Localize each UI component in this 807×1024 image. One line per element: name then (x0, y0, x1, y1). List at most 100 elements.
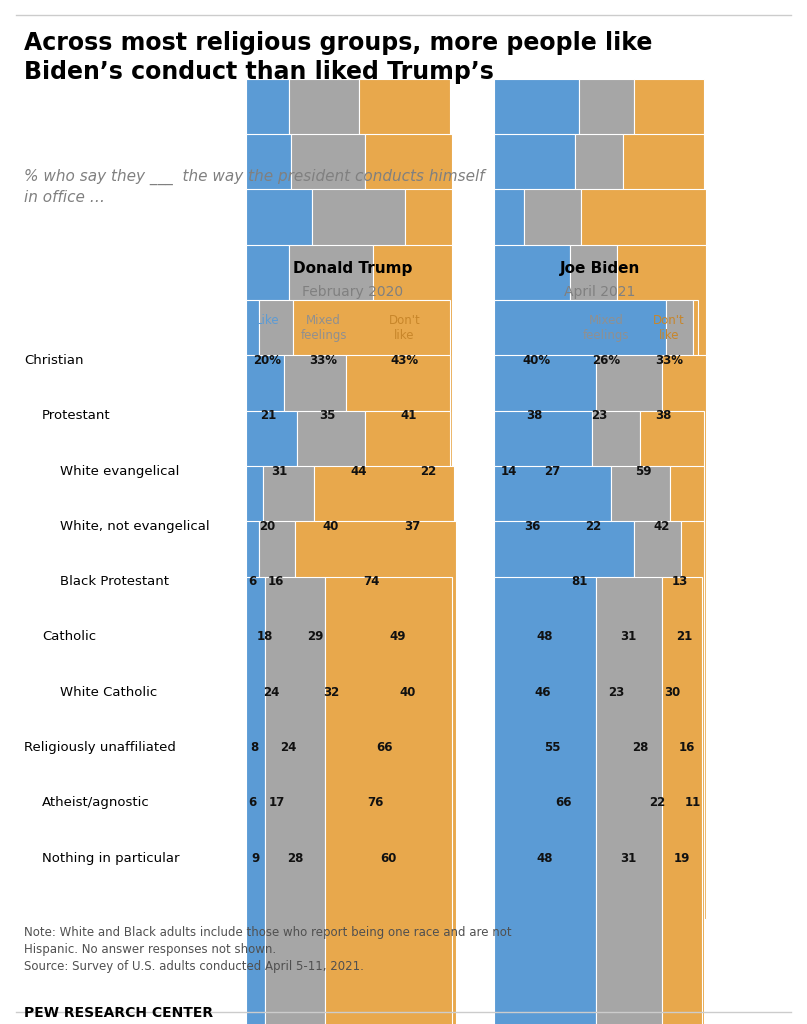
FancyBboxPatch shape (494, 466, 611, 1024)
FancyBboxPatch shape (579, 79, 634, 642)
Text: 48: 48 (537, 631, 553, 643)
Text: 31: 31 (621, 852, 637, 864)
Text: 17: 17 (269, 797, 285, 809)
FancyBboxPatch shape (494, 189, 524, 753)
Text: 33%: 33% (655, 354, 683, 367)
FancyBboxPatch shape (293, 300, 449, 863)
Text: 37: 37 (404, 520, 421, 532)
Text: Black Protestant: Black Protestant (60, 575, 169, 588)
FancyBboxPatch shape (662, 577, 702, 1024)
Text: 35: 35 (320, 410, 336, 422)
Text: Note: White and Black adults include those who report being one race and are not: Note: White and Black adults include tho… (24, 926, 512, 973)
Text: Like: Like (525, 314, 548, 328)
Text: 38: 38 (526, 410, 542, 422)
Text: 40: 40 (399, 686, 416, 698)
FancyBboxPatch shape (666, 300, 693, 863)
Text: White evangelical: White evangelical (60, 465, 179, 477)
Text: 16: 16 (679, 741, 695, 754)
Text: 43%: 43% (391, 354, 418, 367)
FancyBboxPatch shape (246, 189, 312, 753)
FancyBboxPatch shape (494, 577, 596, 1024)
Text: 21: 21 (675, 631, 692, 643)
Text: Atheist/agnostic: Atheist/agnostic (42, 797, 150, 809)
Text: 11: 11 (684, 797, 700, 809)
FancyBboxPatch shape (297, 411, 365, 974)
FancyBboxPatch shape (634, 521, 680, 1024)
Text: % who say they ___  the way the president conducts himself
in office …: % who say they ___ the way the president… (24, 169, 485, 205)
Text: 76: 76 (367, 797, 384, 809)
Text: Nothing in particular: Nothing in particular (42, 852, 179, 864)
Text: 40: 40 (323, 520, 339, 532)
Text: 60: 60 (380, 852, 396, 864)
Text: 28: 28 (286, 852, 303, 864)
FancyBboxPatch shape (494, 79, 579, 642)
FancyBboxPatch shape (346, 355, 449, 919)
Text: 19: 19 (674, 852, 690, 864)
FancyBboxPatch shape (324, 577, 452, 1024)
Text: April 2021: April 2021 (564, 285, 636, 299)
FancyBboxPatch shape (259, 521, 295, 1024)
Text: Don't
like: Don't like (653, 314, 685, 342)
FancyBboxPatch shape (596, 577, 662, 1024)
Text: 40%: 40% (522, 354, 550, 367)
FancyBboxPatch shape (623, 134, 704, 697)
FancyBboxPatch shape (312, 189, 405, 753)
Text: 66: 66 (556, 797, 572, 809)
Text: Christian: Christian (24, 354, 84, 367)
FancyBboxPatch shape (259, 300, 293, 863)
Text: 20: 20 (259, 520, 275, 532)
FancyBboxPatch shape (596, 355, 662, 919)
Text: 30: 30 (664, 686, 680, 698)
Text: 23: 23 (591, 410, 607, 422)
Text: 18: 18 (257, 631, 274, 643)
FancyBboxPatch shape (246, 79, 289, 642)
FancyBboxPatch shape (405, 189, 452, 753)
FancyBboxPatch shape (289, 79, 358, 642)
FancyBboxPatch shape (246, 577, 266, 1024)
Text: 23: 23 (608, 686, 624, 698)
FancyBboxPatch shape (295, 521, 456, 1024)
Text: 36: 36 (524, 520, 540, 532)
Text: 6: 6 (249, 575, 257, 588)
Text: Religiously unaffiliated: Religiously unaffiliated (24, 741, 176, 754)
Text: 24: 24 (280, 741, 297, 754)
FancyBboxPatch shape (246, 521, 259, 1024)
Text: 31: 31 (271, 465, 287, 477)
FancyBboxPatch shape (680, 521, 704, 1024)
Text: Like: Like (256, 314, 279, 328)
FancyBboxPatch shape (693, 300, 697, 863)
Text: 20%: 20% (253, 354, 282, 367)
FancyBboxPatch shape (291, 134, 365, 697)
Text: 31: 31 (621, 631, 637, 643)
Text: 33%: 33% (310, 354, 337, 367)
FancyBboxPatch shape (494, 300, 666, 863)
Text: 59: 59 (635, 465, 652, 477)
FancyBboxPatch shape (494, 134, 575, 697)
FancyBboxPatch shape (246, 245, 289, 808)
Text: 29: 29 (307, 631, 324, 643)
Text: Mixed
feelings: Mixed feelings (583, 314, 629, 342)
FancyBboxPatch shape (246, 355, 284, 919)
Text: PEW RESEARCH CENTER: PEW RESEARCH CENTER (24, 1006, 213, 1020)
Text: 74: 74 (363, 575, 379, 588)
Text: 14: 14 (500, 465, 517, 477)
Text: 26%: 26% (592, 354, 621, 367)
FancyBboxPatch shape (494, 411, 592, 974)
FancyBboxPatch shape (575, 134, 623, 697)
Text: 21: 21 (261, 410, 277, 422)
Text: Catholic: Catholic (42, 631, 96, 643)
Text: 22: 22 (586, 520, 602, 532)
Text: Mixed
feelings: Mixed feelings (300, 314, 347, 342)
FancyBboxPatch shape (374, 245, 452, 808)
Text: Donald Trump: Donald Trump (293, 261, 412, 276)
FancyBboxPatch shape (670, 466, 704, 1024)
Text: 24: 24 (263, 686, 280, 698)
FancyBboxPatch shape (263, 466, 314, 1024)
Text: 6: 6 (249, 797, 257, 809)
FancyBboxPatch shape (314, 466, 454, 1024)
FancyBboxPatch shape (581, 189, 706, 753)
Text: 42: 42 (654, 520, 670, 532)
Text: 55: 55 (544, 741, 561, 754)
Text: 38: 38 (655, 410, 672, 422)
FancyBboxPatch shape (611, 466, 670, 1024)
